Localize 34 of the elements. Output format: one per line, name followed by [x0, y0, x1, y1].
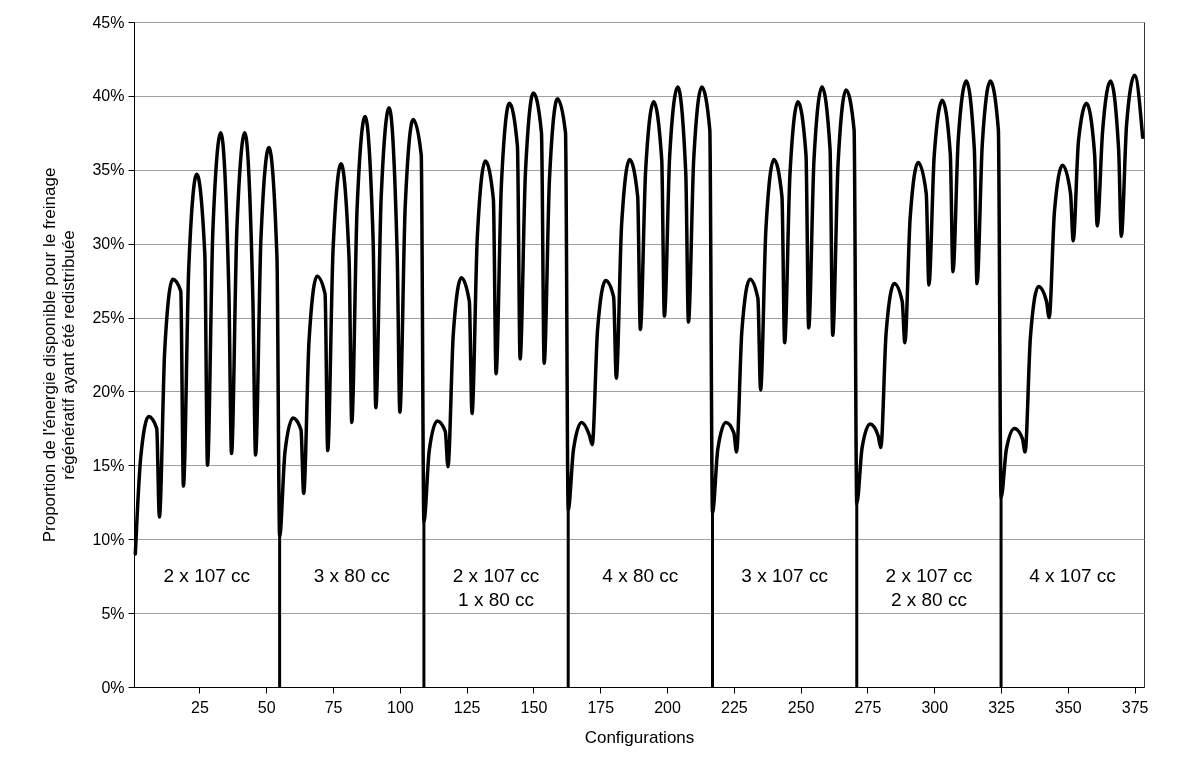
- annotation: 3 x 80 cc: [313, 565, 390, 586]
- x-tick-label: 100: [387, 698, 414, 716]
- x-tick-label: 250: [787, 698, 815, 716]
- x-tick-label: 275: [854, 698, 882, 716]
- y-tick-label: 40%: [92, 87, 125, 105]
- x-tick-label: 150: [520, 698, 548, 716]
- x-tick-label: 25: [191, 698, 209, 716]
- x-tick-label: 225: [721, 698, 748, 716]
- x-tick-label: 125: [453, 698, 481, 716]
- y-tick-label: 15%: [92, 456, 125, 474]
- y-tick-label: 5%: [101, 604, 125, 622]
- y-tick-label: 20%: [92, 382, 125, 400]
- y-tick-label: 0%: [101, 678, 125, 696]
- annotation: 3 x 107 cc: [741, 565, 828, 586]
- annotation: 2 x 107 cc 2 x 80 cc: [885, 565, 973, 610]
- x-tick-label: 375: [1121, 698, 1149, 716]
- x-tick-label: 175: [587, 698, 615, 716]
- y-tick-label: 25%: [92, 309, 125, 327]
- x-tick-label: 50: [257, 698, 276, 716]
- annotation: 4 x 80 cc: [602, 565, 679, 586]
- y-tick-label: 35%: [92, 161, 125, 179]
- x-tick-label: 300: [921, 698, 949, 716]
- y-tick-label: 30%: [92, 235, 125, 253]
- x-axis-title: Configurations: [584, 727, 695, 747]
- x-tick-label: 200: [654, 698, 681, 716]
- x-tick-label: 75: [324, 698, 343, 716]
- annotation: 2 x 107 cc 1 x 80 cc: [452, 565, 540, 610]
- annotation: 2 x 107 cc: [163, 565, 251, 586]
- y-tick-label: 45%: [92, 13, 125, 31]
- y-tick-label: 10%: [92, 530, 125, 548]
- x-tick-label: 350: [1055, 698, 1082, 716]
- annotation: 4 x 107 cc: [1029, 565, 1116, 586]
- y-axis-title: Proportion de l'énergie disponible pour le freinage régénératif ayant été redistribuée: [40, 167, 79, 543]
- x-tick-label: 325: [988, 698, 1015, 716]
